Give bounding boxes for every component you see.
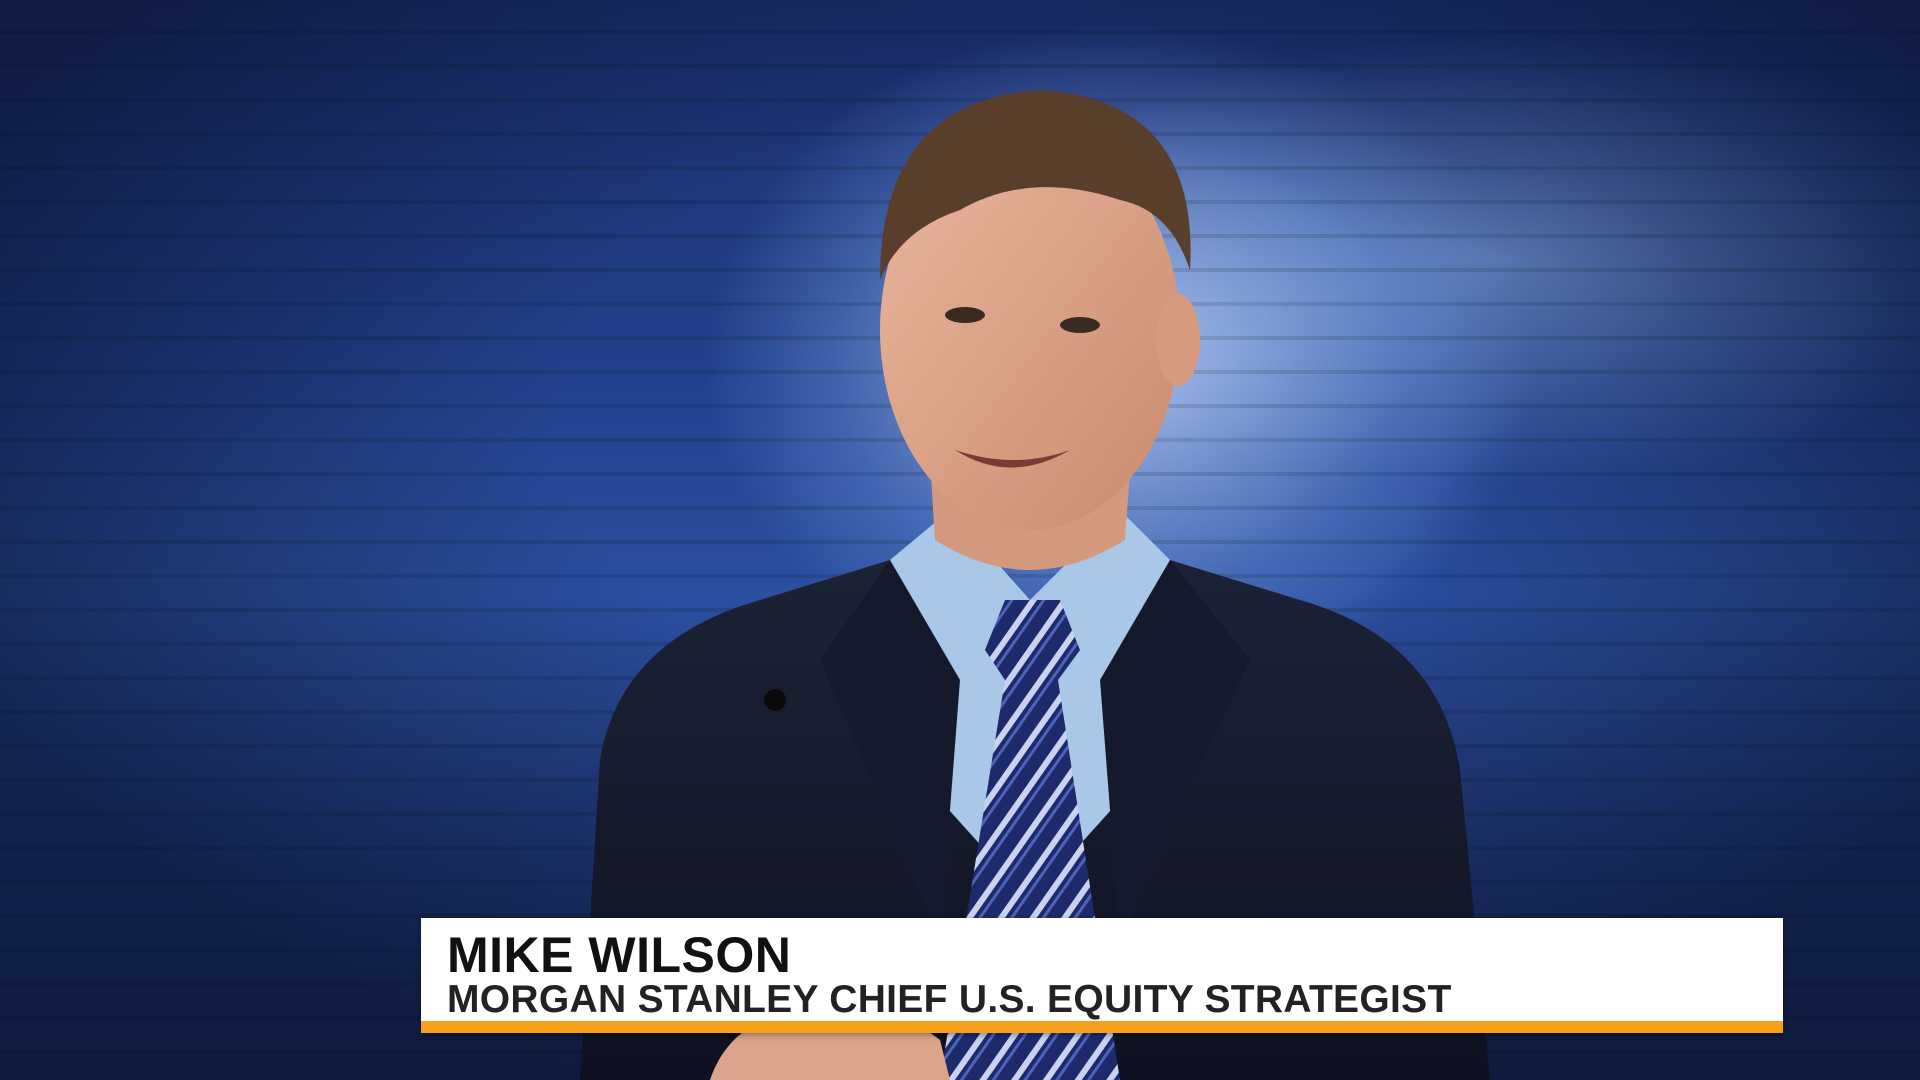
- speaker-name: MIKE WILSON: [447, 927, 792, 983]
- lower-third-accent-bar: [421, 1021, 1783, 1033]
- hair: [880, 90, 1191, 280]
- lapel-microphone: [764, 689, 786, 711]
- face: [880, 130, 1180, 530]
- lower-third-caption: MIKE WILSON MORGAN STANLEY CHIEF U.S. EQ…: [421, 918, 1783, 1033]
- speaker-title: MORGAN STANLEY CHIEF U.S. EQUITY STRATEG…: [447, 978, 1452, 1021]
